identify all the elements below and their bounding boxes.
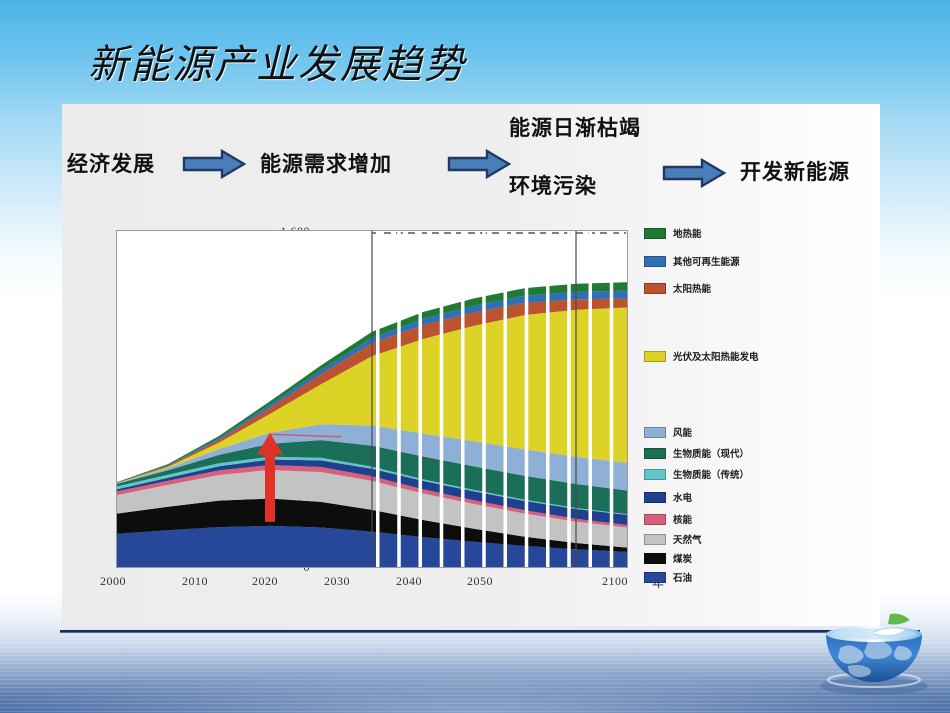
flow-step-economic-development: 经济发展	[67, 152, 155, 176]
flow-step-energy-depletion: 能源日渐枯竭	[509, 116, 641, 140]
legend-item-oil: 石油	[644, 570, 692, 584]
legend-item-nuclear: 核能	[644, 512, 692, 526]
red-guide-line	[269, 433, 342, 438]
legend-item-wind: 风能	[644, 425, 692, 439]
globe-boat	[873, 627, 908, 637]
legend-label-solar-power: 光伏及太阳热能发电	[673, 352, 759, 363]
x-tick-2010: 2010	[182, 574, 208, 588]
projection-separator	[524, 231, 529, 567]
legend-label-other-renewables: 其他可再生能源	[673, 257, 740, 268]
footer-rule	[60, 630, 920, 633]
x-tick-2020: 2020	[252, 574, 278, 588]
projection-separator	[461, 231, 465, 567]
energy-outlook-chart: 1 600 1 400 1 200 1 000 800 600 400 200 …	[62, 222, 880, 622]
legend-item-biomass-modern: 生物质能（现代）	[644, 446, 749, 460]
legend-swatch-hydro	[644, 491, 666, 503]
area-series	[117, 440, 627, 515]
x-tick-2040: 2040	[396, 574, 422, 588]
legend-item-other-renewables: 其他可再生能源	[644, 254, 740, 268]
legend-item-solar-thermal: 太阳热能	[644, 281, 711, 295]
projection-separator	[439, 231, 444, 567]
projection-separator	[588, 231, 592, 567]
legend-label-solar-thermal: 太阳热能	[673, 284, 712, 295]
flow-step-develop-new-energy: 开发新能源	[740, 160, 850, 184]
legend-label-wind: 风能	[673, 428, 693, 439]
flow-arrow-2-icon	[447, 148, 512, 184]
legend-label-coal: 煤炭	[673, 554, 693, 565]
projection-separator	[503, 231, 507, 567]
flow-step-energy-demand: 能源需求增加	[260, 152, 392, 176]
legend-item-gas: 天然气	[644, 532, 702, 546]
legend-swatch-nuclear	[644, 513, 666, 525]
projection-separator	[482, 231, 486, 567]
legend-item-biomass-traditional: 生物质能（传统）	[644, 467, 749, 481]
x-tick-2100: 2100	[602, 574, 628, 588]
legend-label-nuclear: 核能	[673, 515, 693, 526]
legend-label-hydro: 水电	[673, 493, 693, 504]
legend-swatch-solar-thermal	[644, 282, 666, 294]
red-growth-arrow-annotation	[257, 432, 283, 522]
content-panel: 经济发展 能源需求增加 能源日渐枯竭 环境污染 开发新能源	[62, 104, 880, 626]
projection-separator	[567, 231, 571, 567]
legend-label-biomass-modern: 生物质能（现代）	[673, 449, 750, 460]
x-tick-2030: 2030	[324, 574, 350, 588]
legend-item-geothermal: 地热能	[644, 226, 702, 240]
plot-area	[116, 230, 628, 568]
projection-separator	[546, 231, 550, 567]
legend-swatch-solar-power	[644, 350, 666, 362]
projection-separator	[418, 231, 422, 567]
x-tick-2050: 2050	[467, 574, 493, 588]
legend-swatch-gas	[644, 533, 666, 545]
projection-separator	[397, 231, 401, 567]
legend-swatch-biomass-traditional	[644, 468, 666, 480]
projection-separator	[609, 231, 614, 567]
globe-leaf	[888, 613, 910, 625]
legend-swatch-coal	[644, 552, 666, 564]
flow-arrow-3-icon	[662, 157, 727, 193]
flow-diagram: 经济发展 能源需求增加 能源日渐枯竭 环境污染 开发新能源	[62, 104, 880, 214]
legend-label-biomass-traditional: 生物质能（传统）	[673, 470, 750, 481]
page-title: 新能源产业发展趋势	[88, 42, 466, 87]
legend-label-oil: 石油	[673, 573, 693, 584]
legend-swatch-geothermal	[644, 227, 666, 239]
stacked-area-plot	[117, 231, 627, 567]
legend-label-gas: 天然气	[673, 535, 702, 546]
globe-decoration	[812, 612, 936, 708]
flow-arrow-1-icon	[182, 148, 247, 184]
legend-swatch-biomass-modern	[644, 447, 666, 459]
chart-legend: 地热能 其他可再生能源 太阳热能 光伏及太阳热能发电 风能	[644, 222, 880, 584]
legend-swatch-oil	[644, 571, 666, 583]
legend-item-hydro: 水电	[644, 490, 692, 504]
flow-step-pollution: 环境污染	[509, 174, 597, 198]
projection-separator	[376, 231, 380, 567]
legend-item-solar-power: 光伏及太阳热能发电	[644, 349, 759, 363]
globe-continents	[838, 640, 912, 678]
legend-item-coal: 煤炭	[644, 551, 692, 565]
legend-label-geothermal: 地热能	[673, 229, 702, 240]
legend-swatch-other-renewables	[644, 255, 666, 267]
x-tick-2000: 2000	[100, 574, 126, 588]
legend-swatch-wind	[644, 426, 666, 438]
